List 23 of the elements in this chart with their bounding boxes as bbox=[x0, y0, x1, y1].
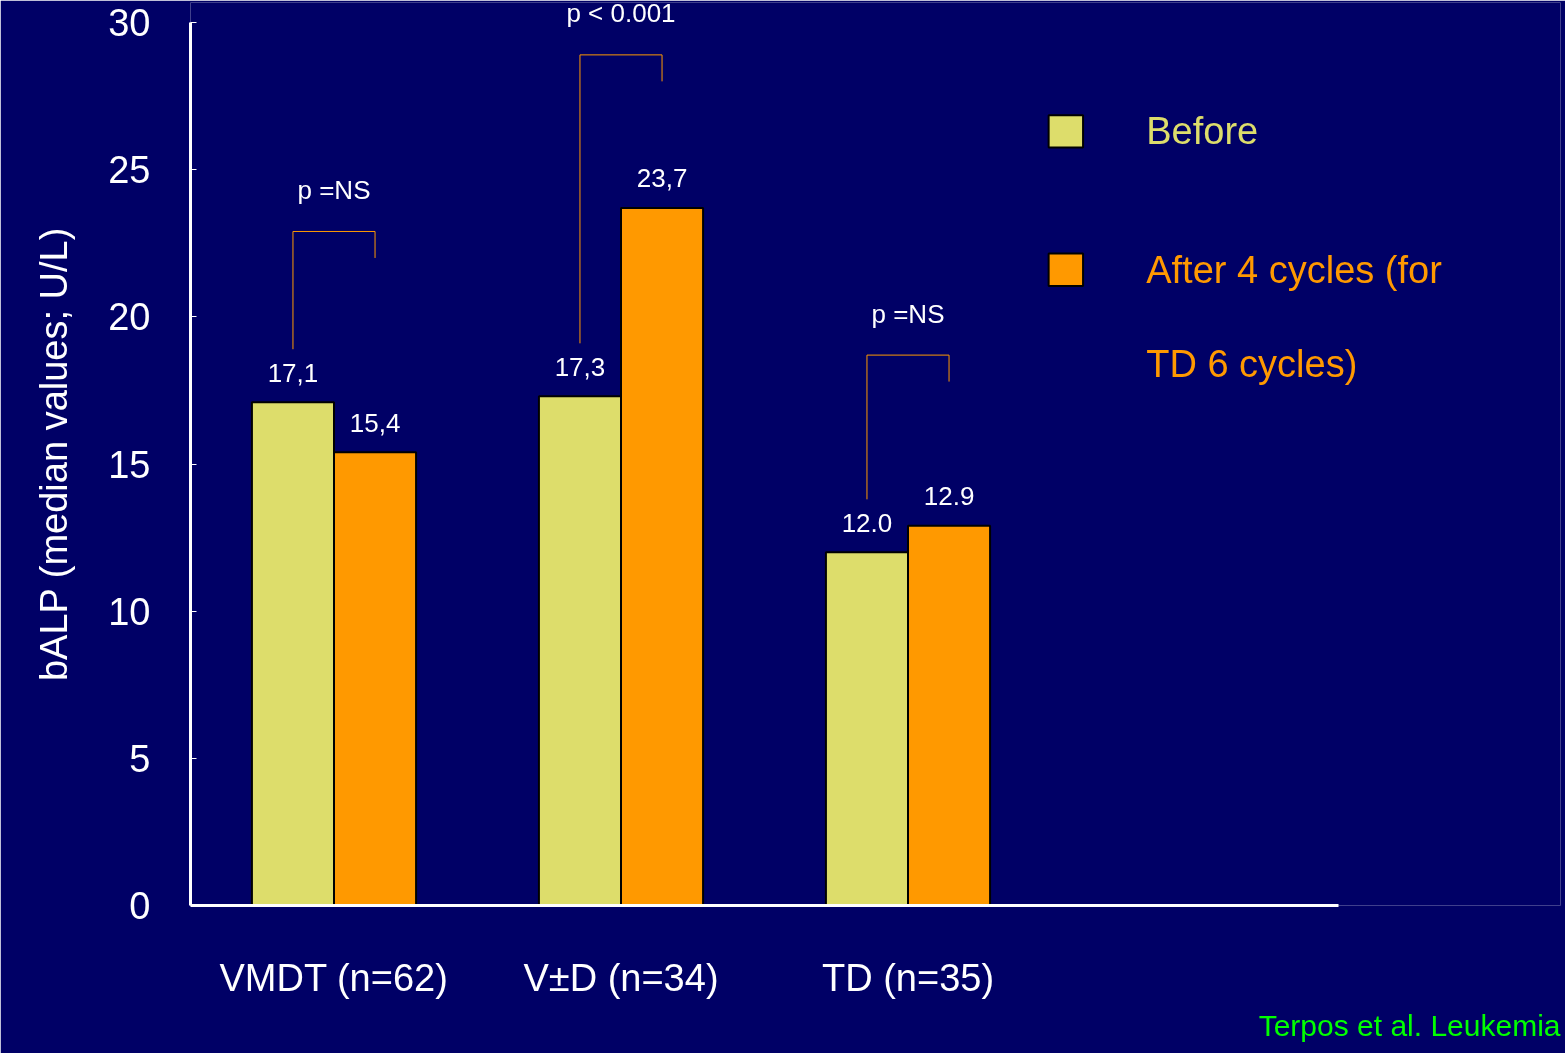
y-tick-label: 20 bbox=[108, 296, 151, 339]
data-label: 17,1 bbox=[267, 357, 319, 388]
x-tick-label: VMDT (n=62) bbox=[219, 956, 448, 999]
y-tick-label: 10 bbox=[108, 590, 151, 633]
y-tick-label: 5 bbox=[129, 737, 151, 780]
data-label: 15,4 bbox=[349, 407, 401, 438]
data-label: 12.0 bbox=[841, 507, 893, 538]
annotation: p =NS bbox=[871, 298, 945, 329]
y-tick-label: 30 bbox=[108, 2, 151, 44]
text: After 4 cycles (for TD 6 cycles) bbox=[1146, 248, 1442, 385]
annotation: p =NS bbox=[297, 174, 371, 205]
x-tick-label: V±D (n=34) bbox=[523, 956, 719, 999]
data-label: 17,3 bbox=[554, 351, 606, 382]
annotation: p < 0.001 bbox=[566, 0, 676, 29]
legend-label: Before bbox=[1146, 110, 1259, 153]
x-tick-label: TD (n=35) bbox=[821, 956, 995, 999]
data-label: 12.9 bbox=[923, 481, 975, 512]
data-label: 23,7 bbox=[636, 163, 688, 194]
y-axis-title: bALP (median values; U/L) bbox=[33, 227, 76, 682]
y-tick-label: 25 bbox=[108, 149, 151, 192]
text: Terpos et al. Leukemia bbox=[1258, 1008, 1561, 1042]
y-tick-label: 15 bbox=[108, 443, 151, 486]
y-tick-label: 0 bbox=[129, 885, 151, 927]
